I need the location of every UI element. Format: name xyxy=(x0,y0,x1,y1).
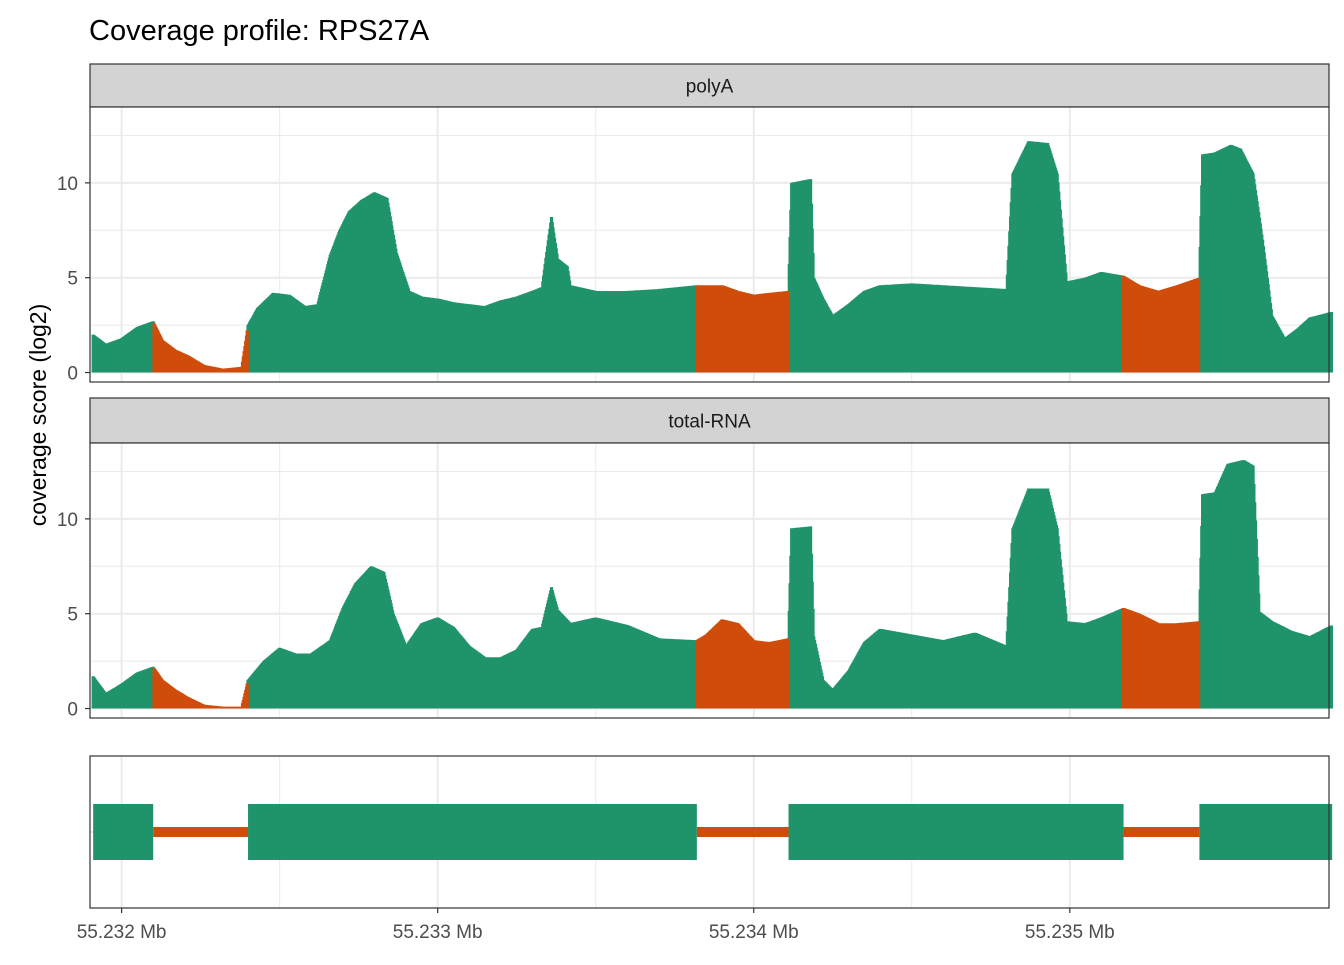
facet-strip-label: total-RNA xyxy=(668,412,751,433)
panel-border xyxy=(89,442,1330,719)
panel-border xyxy=(89,106,1330,383)
gene-exon xyxy=(788,804,1124,860)
x-tick-label: 55.233 Mb xyxy=(393,922,483,943)
gene-panel-border xyxy=(89,755,1330,909)
y-tick-label: 5 xyxy=(67,269,78,290)
gene-intron xyxy=(1123,827,1200,837)
y-tick-label: 10 xyxy=(57,174,78,195)
chart-title: Coverage profile: RPS27A xyxy=(89,15,430,47)
gene-intron xyxy=(696,827,789,837)
gene-intron xyxy=(153,827,249,837)
gene-exon xyxy=(248,804,697,860)
facet-strip xyxy=(89,63,1330,108)
gene-exon xyxy=(93,804,154,860)
x-tick-label: 55.235 Mb xyxy=(1025,922,1115,943)
coverage-intron-series xyxy=(152,608,1201,709)
gene-exon xyxy=(1199,804,1333,860)
x-tick-label: 55.232 Mb xyxy=(77,922,167,943)
facet-strip-label: polyA xyxy=(686,77,734,98)
y-tick-label: 10 xyxy=(57,510,78,531)
facet-strip xyxy=(89,397,1330,444)
y-tick-label: 0 xyxy=(67,364,78,385)
y-axis-label: coverage score (log2) xyxy=(25,304,51,526)
coverage-exon-series xyxy=(91,141,1333,373)
coverage-exon-series xyxy=(91,460,1333,709)
plot-area: polyA 0 5 10 total-RNA 0 5 10 55.232 Mb 55.233 Mb… xyxy=(57,63,1333,943)
y-tick-label: 0 xyxy=(67,700,78,721)
coverage-intron-series xyxy=(152,275,1201,373)
y-tick-label: 5 xyxy=(67,605,78,626)
x-tick-label: 55.234 Mb xyxy=(709,922,799,943)
